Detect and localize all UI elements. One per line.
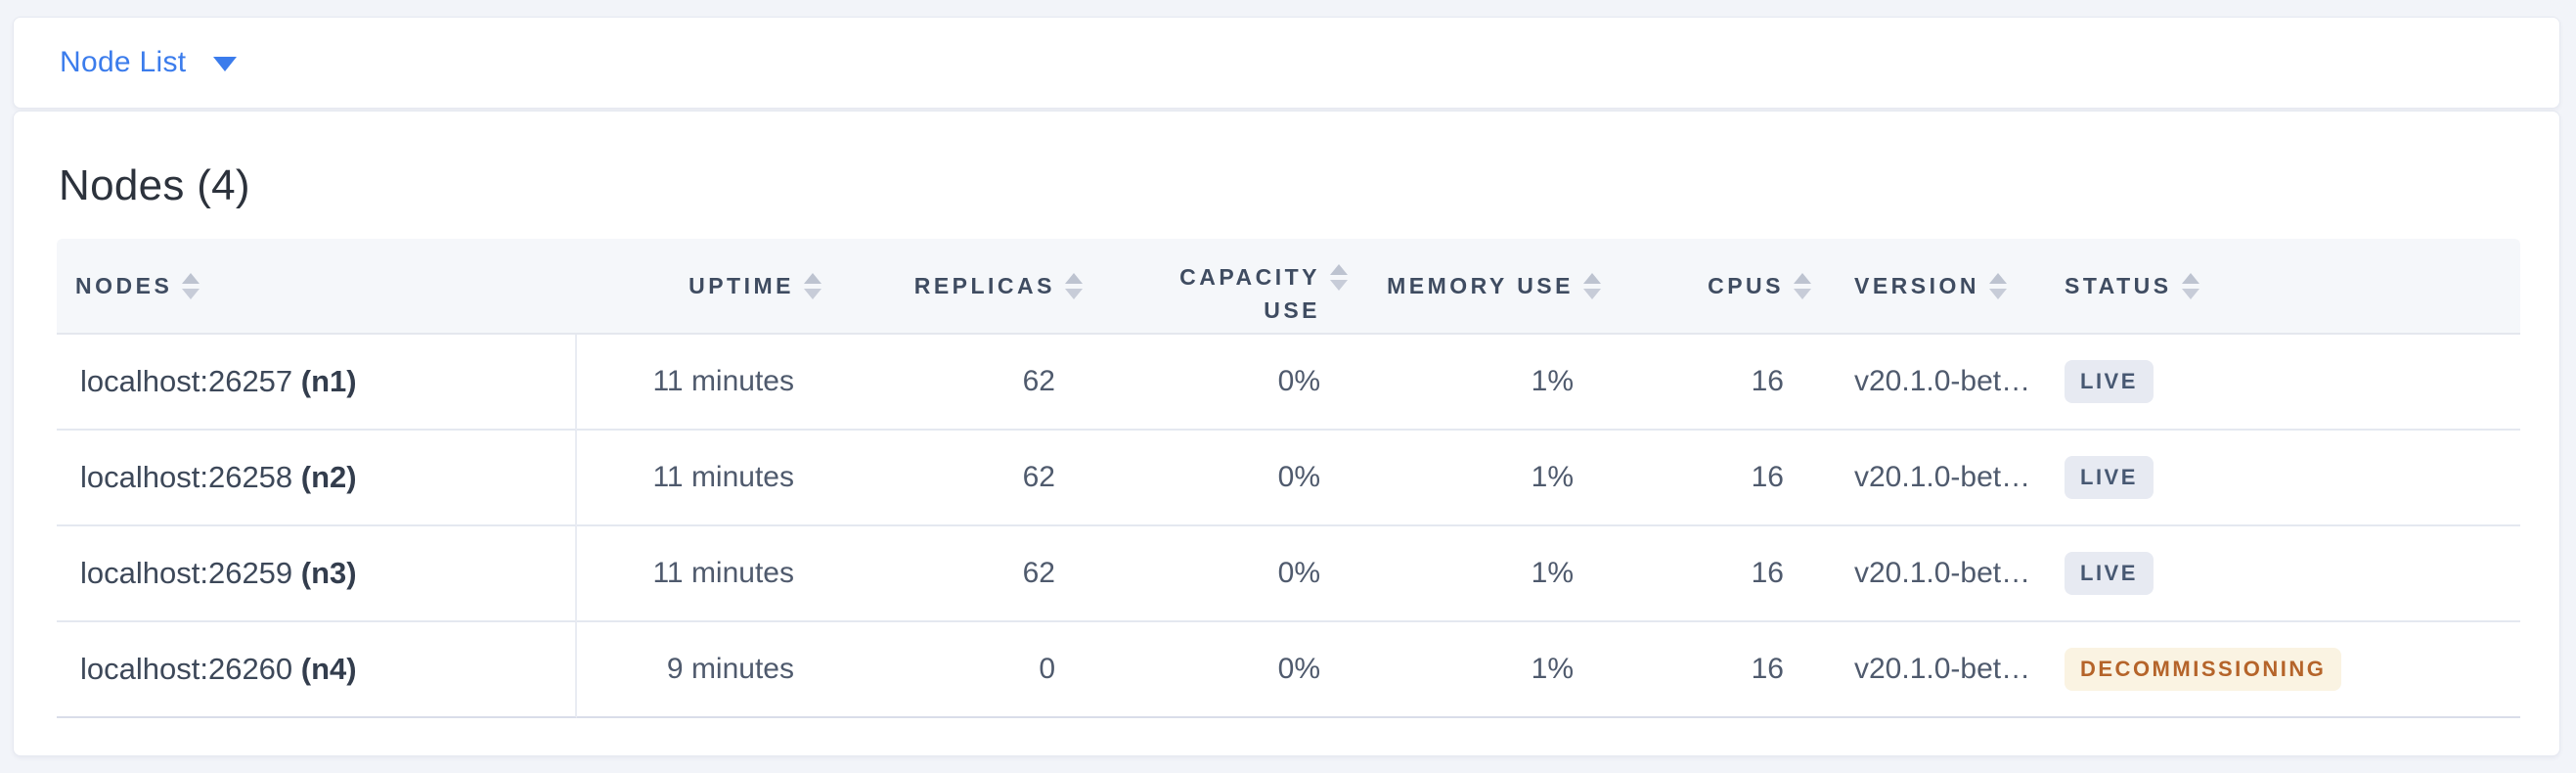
sort-up-arrow-icon	[182, 272, 200, 284]
view-selector-bar: Node List	[13, 17, 2560, 109]
column-label: MEMORY USE	[1387, 273, 1574, 298]
sort-down-arrow-icon	[1989, 288, 2008, 299]
node-address: localhost:26260	[80, 652, 293, 686]
status-cell: DECOMMISSIONING	[2053, 622, 2520, 718]
node-address-cell[interactable]: localhost:26260 (n4)	[57, 622, 577, 718]
view-mode-label: Node List	[60, 46, 187, 78]
sort-icon	[1330, 263, 1348, 291]
column-label: STATUS	[2065, 273, 2172, 298]
column-header-version[interactable]: VERSION	[1811, 239, 2053, 335]
node-list-table: NODES UPTIME REPLICAS CAPACITY USE MEMORY US…	[57, 239, 2520, 718]
uptime-cell: 11 minutes	[577, 431, 822, 526]
table-row: localhost:26259 (n3) 11 minutes 62 0% 1% 16 v2…	[57, 526, 2520, 622]
node-id: (n3)	[300, 556, 357, 590]
table-row: localhost:26258 (n2) 11 minutes 62 0% 1% 16 v2…	[57, 431, 2520, 526]
column-header-replicas[interactable]: REPLICAS	[822, 239, 1083, 335]
replicas-cell: 0	[822, 622, 1083, 718]
cpus-cell: 16	[1601, 335, 1811, 431]
version-cell: v20.1.0-bet…	[1811, 526, 2053, 622]
sort-up-arrow-icon	[1989, 272, 2008, 284]
sort-down-arrow-icon	[1794, 288, 1811, 299]
replicas-cell: 62	[822, 335, 1083, 431]
version-cell: v20.1.0-bet…	[1811, 335, 2053, 431]
column-label: UPTIME	[688, 273, 794, 298]
node-id: (n2)	[300, 460, 357, 494]
node-address: localhost:26258	[80, 460, 293, 494]
column-label: CPUS	[1708, 273, 1784, 298]
replicas-cell: 62	[822, 526, 1083, 622]
sort-icon	[1065, 272, 1083, 299]
sort-down-arrow-icon	[804, 288, 822, 299]
nodes-panel: Nodes (4) NODES UPTIME REPLICAS CAPACITY US…	[13, 111, 2560, 756]
node-address-cell[interactable]: localhost:26257 (n1)	[57, 335, 577, 431]
cpus-cell: 16	[1601, 526, 1811, 622]
table-body: localhost:26257 (n1) 11 minutes 62 0% 1% 16 v2…	[57, 335, 2520, 718]
sort-up-arrow-icon	[2181, 272, 2199, 284]
status-cell: LIVE	[2053, 431, 2520, 526]
sort-down-arrow-icon	[2181, 288, 2199, 299]
version-cell: v20.1.0-bet…	[1811, 431, 2053, 526]
sort-icon	[1989, 272, 2008, 299]
node-address-cell[interactable]: localhost:26259 (n3)	[57, 526, 577, 622]
column-header-memory_use[interactable]: MEMORY USE	[1348, 239, 1601, 335]
sort-up-arrow-icon	[1330, 263, 1348, 275]
sort-up-arrow-icon	[804, 272, 822, 284]
column-label: REPLICAS	[913, 273, 1055, 298]
capacity-use-cell: 0%	[1083, 526, 1348, 622]
node-address: localhost:26259	[80, 556, 293, 590]
uptime-cell: 11 minutes	[577, 335, 822, 431]
node-id: (n4)	[300, 652, 357, 686]
sort-down-arrow-icon	[182, 288, 200, 299]
sort-icon	[1794, 272, 1811, 299]
view-mode-dropdown[interactable]: Node List	[60, 46, 238, 79]
caret-down-icon	[213, 57, 238, 71]
status-cell: LIVE	[2053, 335, 2520, 431]
uptime-cell: 9 minutes	[577, 622, 822, 718]
sort-icon	[182, 272, 200, 299]
column-header-capacity_use[interactable]: CAPACITY USE	[1083, 239, 1348, 335]
memory-use-cell: 1%	[1348, 622, 1601, 718]
page-title: Nodes (4)	[59, 161, 250, 209]
sort-down-arrow-icon	[1330, 279, 1348, 291]
column-label: NODES	[75, 273, 173, 298]
cpus-cell: 16	[1601, 622, 1811, 718]
status-cell: LIVE	[2053, 526, 2520, 622]
node-address: localhost:26257	[80, 364, 293, 398]
cpus-cell: 16	[1601, 431, 1811, 526]
status-badge: LIVE	[2065, 552, 2154, 595]
column-header-status[interactable]: STATUS	[2053, 239, 2520, 335]
sort-up-arrow-icon	[1794, 272, 1811, 284]
column-header-uptime[interactable]: UPTIME	[577, 239, 822, 335]
status-badge: DECOMMISSIONING	[2065, 648, 2342, 691]
column-header-nodes[interactable]: NODES	[57, 239, 577, 335]
memory-use-cell: 1%	[1348, 526, 1601, 622]
capacity-use-cell: 0%	[1083, 335, 1348, 431]
node-address-cell[interactable]: localhost:26258 (n2)	[57, 431, 577, 526]
uptime-cell: 11 minutes	[577, 526, 822, 622]
table-row: localhost:26260 (n4) 9 minutes 0 0% 1% 16 v20.…	[57, 622, 2520, 718]
status-badge: LIVE	[2065, 456, 2154, 499]
sort-down-arrow-icon	[1065, 288, 1083, 299]
sort-down-arrow-icon	[1583, 288, 1601, 299]
memory-use-cell: 1%	[1348, 335, 1601, 431]
capacity-use-cell: 0%	[1083, 622, 1348, 718]
memory-use-cell: 1%	[1348, 431, 1601, 526]
sort-icon	[804, 272, 822, 299]
sort-up-arrow-icon	[1583, 272, 1601, 284]
replicas-cell: 62	[822, 431, 1083, 526]
capacity-use-cell: 0%	[1083, 431, 1348, 526]
version-cell: v20.1.0-bet…	[1811, 622, 2053, 718]
status-badge: LIVE	[2065, 360, 2154, 403]
sort-up-arrow-icon	[1065, 272, 1083, 284]
column-label: VERSION	[1854, 273, 1980, 298]
table-row: localhost:26257 (n1) 11 minutes 62 0% 1% 16 v2…	[57, 335, 2520, 431]
sort-icon	[1583, 272, 1601, 299]
column-header-cpus[interactable]: CPUS	[1601, 239, 1811, 335]
node-id: (n1)	[300, 364, 357, 398]
sort-icon	[2181, 272, 2199, 299]
column-label: CAPACITY USE	[1179, 263, 1320, 323]
table-header: NODES UPTIME REPLICAS CAPACITY USE MEMORY US…	[57, 239, 2520, 335]
